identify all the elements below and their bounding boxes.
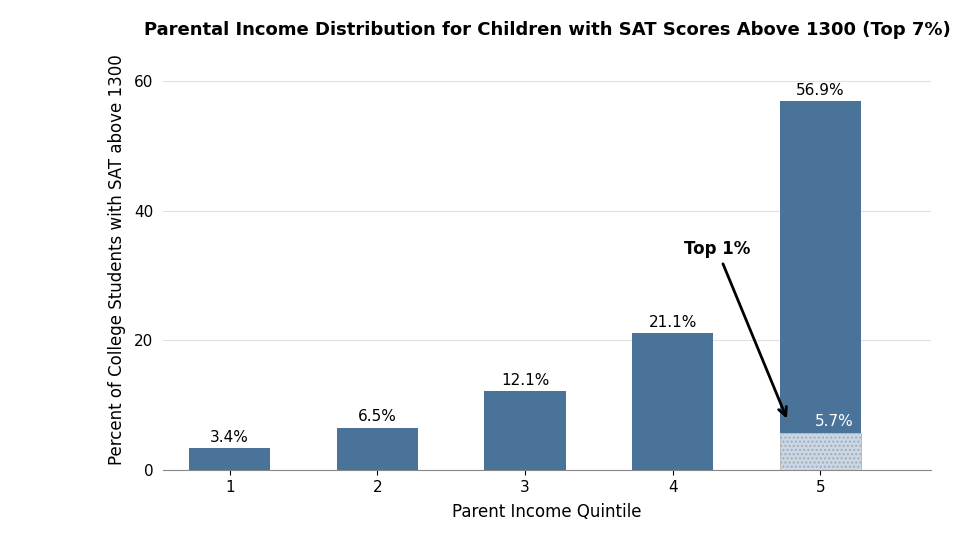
Text: 6.5%: 6.5%: [358, 409, 396, 424]
Text: 56.9%: 56.9%: [796, 83, 845, 98]
X-axis label: Parent Income Quintile: Parent Income Quintile: [452, 503, 642, 521]
Text: 3.4%: 3.4%: [210, 429, 249, 444]
Text: Top 1%: Top 1%: [684, 240, 786, 416]
Y-axis label: Percent of College Students with SAT above 1300: Percent of College Students with SAT abo…: [108, 54, 126, 464]
Bar: [189, 448, 271, 470]
Text: 12.1%: 12.1%: [501, 373, 549, 388]
Bar: [485, 392, 565, 470]
Text: 21.1%: 21.1%: [649, 315, 697, 330]
Bar: [632, 333, 713, 470]
Text: 5.7%: 5.7%: [814, 414, 853, 429]
Bar: [780, 101, 861, 433]
Bar: [337, 428, 418, 470]
Bar: [780, 433, 861, 470]
Title: Parental Income Distribution for Children with SAT Scores Above 1300 (Top 7%): Parental Income Distribution for Childre…: [144, 21, 950, 39]
